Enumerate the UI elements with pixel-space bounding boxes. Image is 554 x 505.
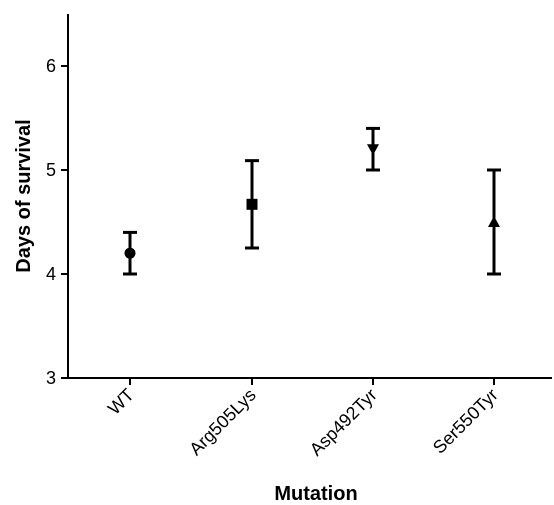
data-point-group — [123, 230, 137, 276]
x-tick-label: Asp492Tyr — [306, 385, 381, 460]
y-axis-title: Days of survival — [13, 119, 35, 272]
x-tick-label: Arg505Lys — [185, 385, 260, 460]
data-point-group — [366, 126, 380, 172]
data-point-group — [245, 159, 259, 250]
data-point — [124, 247, 136, 259]
data-point — [367, 144, 379, 156]
data-point — [488, 216, 500, 227]
data-point — [246, 198, 258, 210]
y-tick-label: 6 — [46, 56, 56, 76]
y-tick-label: 5 — [46, 160, 56, 180]
data-point-group — [487, 168, 501, 276]
x-axis-title: Mutation — [274, 483, 357, 505]
axes — [67, 14, 552, 379]
data-points — [123, 126, 501, 276]
y-tick-label: 4 — [46, 264, 56, 284]
x-ticks: WT Arg505Lys Asp492Tyr Ser550Tyr — [104, 378, 502, 460]
y-ticks: 3 4 5 6 — [46, 56, 68, 388]
x-tick-label: Ser550Tyr — [429, 385, 502, 458]
x-tick-label: WT — [104, 385, 138, 419]
y-tick-label: 3 — [46, 368, 56, 388]
